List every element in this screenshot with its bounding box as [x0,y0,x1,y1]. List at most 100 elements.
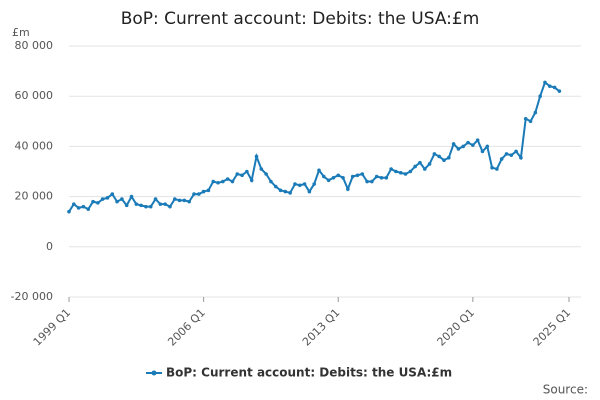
point [365,179,369,184]
point [509,153,514,157]
point [394,169,398,174]
point [389,167,393,171]
point [100,197,105,201]
point [86,207,91,211]
point [557,89,562,93]
point [120,197,124,201]
point [134,202,139,206]
point [514,149,518,154]
point [490,165,494,170]
point [240,173,244,178]
point [197,192,201,196]
point [370,179,374,184]
point [451,142,456,146]
point [115,199,119,204]
chart-title: BoP: Current account: Debits: the USA:£m [121,9,480,29]
point [480,149,485,154]
point [355,173,360,178]
point [456,147,461,151]
point [495,167,499,171]
point [293,182,297,186]
point [254,154,259,159]
point [408,169,413,174]
point [192,192,196,196]
point [533,110,538,115]
point [538,94,542,98]
point [110,192,115,196]
point [552,85,557,90]
legend-marker [151,370,157,376]
point [172,197,177,201]
point [235,172,240,176]
point [322,174,326,179]
point [177,198,182,203]
legend-label: BoP: Current account: Debits: the USA:£m [166,366,452,380]
point [466,140,470,145]
point [374,174,379,179]
y-tick-label: 80 000 [15,39,54,52]
point [278,188,283,193]
x-tick-label: 1999 Q1 [31,306,74,349]
point [105,196,110,200]
y-tick-label: 40 000 [15,139,54,152]
point [182,198,187,203]
point [168,204,172,209]
point [432,152,437,156]
point [360,172,365,176]
point [547,84,552,88]
point [471,143,475,147]
point [273,184,278,189]
point [144,204,148,209]
point [331,175,336,180]
point [519,155,523,160]
point [523,116,528,121]
point [225,177,230,181]
point [76,206,81,210]
point [413,164,417,169]
x-tick-label: 2006 Q1 [165,306,208,349]
point [91,199,95,204]
point [269,179,273,184]
point [543,80,547,85]
x-tick-label: 2020 Q1 [435,306,478,349]
point [283,189,288,194]
point [124,203,129,208]
point [67,209,71,214]
source: Source: [543,383,588,397]
y-tick-label: 0 [46,240,53,253]
point [249,178,254,183]
point [326,178,331,183]
point [384,175,389,180]
point [81,204,86,209]
point [341,175,345,180]
point [346,187,350,191]
point [528,119,533,124]
y-unit: £m [12,26,30,39]
point [427,162,432,166]
x-tick-label: 2025 Q1 [531,306,574,349]
point [245,169,249,174]
point [216,180,220,185]
point [230,179,235,184]
point [336,173,341,178]
point [379,175,384,180]
x-tick-label: 2013 Q1 [300,306,343,349]
point [153,197,158,201]
point [499,157,504,161]
point [297,183,302,188]
point [461,144,466,149]
point [72,202,76,206]
point [504,152,509,156]
point [129,194,134,199]
point [307,189,312,194]
point [437,154,441,159]
point [96,201,100,205]
point [317,168,321,173]
point [163,202,167,206]
point [350,174,355,179]
point [139,203,143,208]
point [422,167,427,171]
point [302,182,307,186]
point [187,199,191,204]
